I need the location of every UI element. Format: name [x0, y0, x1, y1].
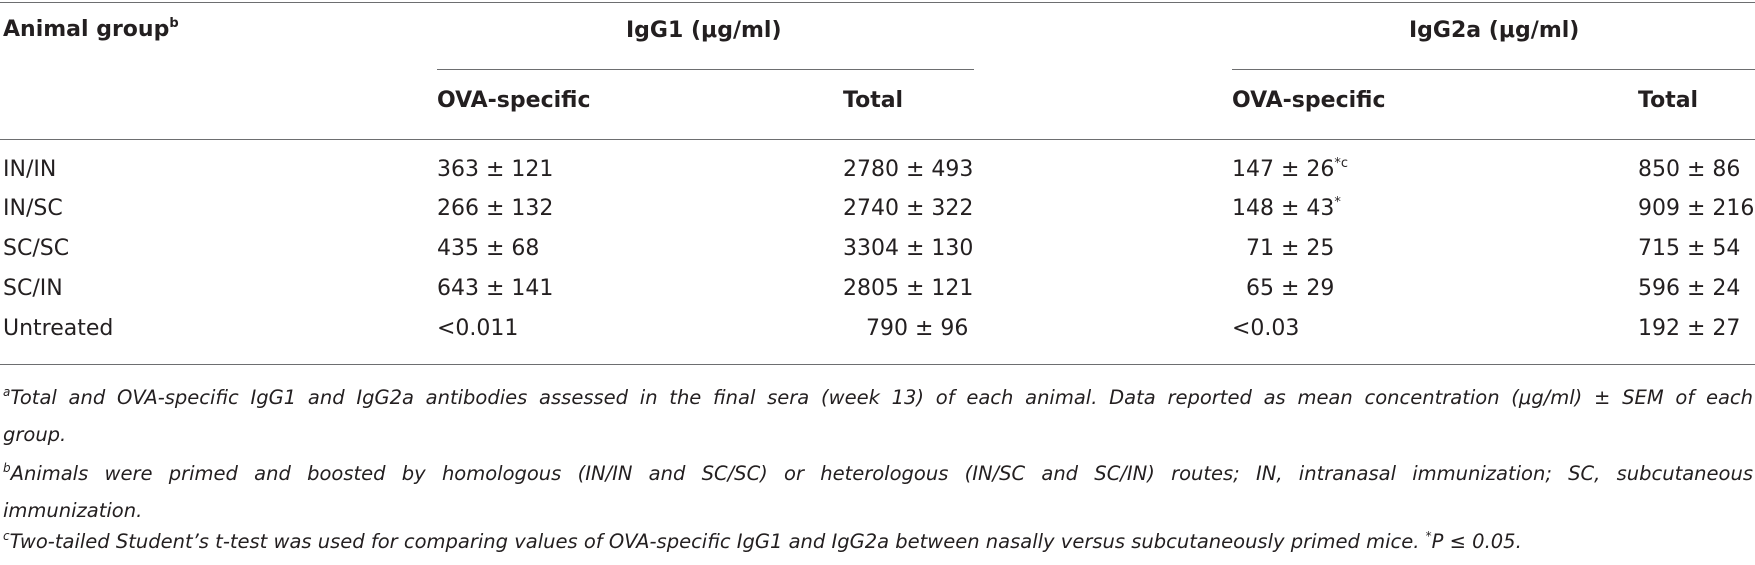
- header-igg1: IgG1 (μg/ml): [626, 18, 782, 43]
- footnote-a-mark: a: [3, 385, 11, 399]
- footnote-a: aTotal and OVA-specific IgG1 and IgG2a a…: [3, 379, 1753, 453]
- cell-igg2a-total: 850 ± 86: [1638, 157, 1741, 182]
- cell-igg2a-ova: 147 ± 26*c: [1232, 157, 1348, 183]
- header-animal-group-mark: b: [169, 16, 179, 31]
- cell-igg1-ova: 643 ± 141: [437, 276, 554, 301]
- table-bottom-rule: [0, 364, 1755, 365]
- cell-igg1-ova: 363 ± 121: [437, 157, 554, 182]
- table-top-rule: [0, 2, 1755, 3]
- header-animal-group-label: Animal group: [3, 17, 170, 42]
- cell-igg1-ova: <0.011: [437, 316, 519, 341]
- footnote-c-p: P ≤ 0.05.: [1431, 530, 1522, 553]
- cell-igg1-ova: 266 ± 132: [437, 196, 554, 221]
- footnote-c-mark: c: [3, 529, 10, 543]
- cell-igg1-total: 2805 ± 121: [843, 276, 974, 301]
- header-bottom-rule: [0, 139, 1755, 140]
- header-igg2a: IgG2a (μg/ml): [1409, 18, 1580, 43]
- cell-igg2a-ova: 148 ± 43*: [1232, 196, 1341, 222]
- cell-igg2a-ova: <0.03: [1232, 316, 1300, 341]
- footnote-b-line2: immunization.: [3, 499, 143, 522]
- footnote-a-line2: group.: [3, 423, 67, 446]
- cell-igg2a-ova: 71 ± 25: [1246, 236, 1335, 261]
- subheader-igg1-total: Total: [843, 88, 904, 113]
- footnote-a-text: Total and OVA-specific IgG1 and IgG2a an…: [10, 386, 1753, 409]
- cell-igg2a-total: 715 ± 54: [1638, 236, 1741, 261]
- footnote-b-line1: bAnimals were primed and boosted by homo…: [3, 455, 1753, 492]
- cell-igg2a-ova-value: 147 ± 26: [1232, 157, 1335, 182]
- cell-group: SC/IN: [3, 276, 63, 301]
- cell-igg1-ova: 435 ± 68: [437, 236, 540, 261]
- footnote-c: cTwo-tailed Student’s t-test was used fo…: [3, 523, 1753, 560]
- cell-igg2a-total: 596 ± 24: [1638, 276, 1741, 301]
- cell-igg2a-total: 909 ± 216: [1638, 196, 1755, 221]
- cell-group: Untreated: [3, 316, 114, 341]
- footnote-c-line1: cTwo-tailed Student’s t-test was used fo…: [3, 523, 1753, 560]
- cell-igg2a-ova: 65 ± 29: [1246, 276, 1335, 301]
- footnote-c-star: *: [1425, 529, 1432, 543]
- subheader-igg2a-total: Total: [1638, 88, 1699, 113]
- cell-group: IN/SC: [3, 196, 63, 221]
- cell-igg1-total: 2740 ± 322: [843, 196, 974, 221]
- cell-group: IN/IN: [3, 157, 57, 182]
- footnote-c-text: Two-tailed Student’s t-test was used for…: [9, 530, 1420, 553]
- footnote-a-line1: aTotal and OVA-specific IgG1 and IgG2a a…: [3, 379, 1753, 416]
- subheader-igg1-ova: OVA-specific: [437, 88, 591, 113]
- cell-group: SC/SC: [3, 236, 70, 261]
- cell-igg1-total: 790 ± 96: [866, 316, 969, 341]
- subheader-igg2a-ova: OVA-specific: [1232, 88, 1386, 113]
- igg2a-span-rule: [1232, 69, 1755, 70]
- significance-mark: *c: [1334, 156, 1349, 171]
- cell-igg2a-total: 192 ± 27: [1638, 316, 1741, 341]
- igg1-span-rule: [437, 69, 974, 70]
- footnote-b-text: Animals were primed and boosted by homol…: [10, 462, 1753, 485]
- header-animal-group: Animal groupb: [3, 17, 179, 43]
- cell-igg1-total: 3304 ± 130: [843, 236, 974, 261]
- cell-igg2a-ova-value: 148 ± 43: [1232, 196, 1335, 221]
- significance-mark: *: [1334, 195, 1341, 210]
- cell-igg1-total: 2780 ± 493: [843, 157, 974, 182]
- footnote-b-mark: b: [3, 461, 11, 475]
- footnote-b: bAnimals were primed and boosted by homo…: [3, 455, 1753, 529]
